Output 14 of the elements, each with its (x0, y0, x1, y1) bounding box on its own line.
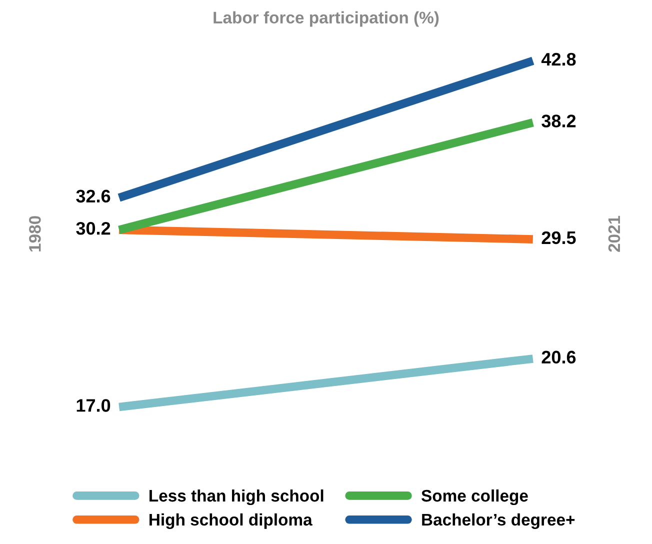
annotation: 2021 (608, 216, 620, 252)
legend-label: High school diploma (150, 513, 312, 529)
chart-title: Labor force participation (%) (214, 11, 439, 27)
legend-label: Less than high school (150, 489, 324, 506)
legend-label: Bachelor’s degree+ (422, 513, 575, 529)
annotation: 1980 (29, 216, 41, 252)
data-label: 17.0 (76, 399, 110, 412)
data-label: 30.2 (76, 222, 110, 235)
data-label: 32.6 (76, 190, 110, 203)
data-label: 20.6 (542, 350, 576, 364)
data-label: 42.8 (541, 52, 576, 66)
legend-label: Some college (421, 489, 528, 506)
data-label: 38.2 (542, 114, 576, 128)
data-label: 29.5 (542, 231, 576, 244)
